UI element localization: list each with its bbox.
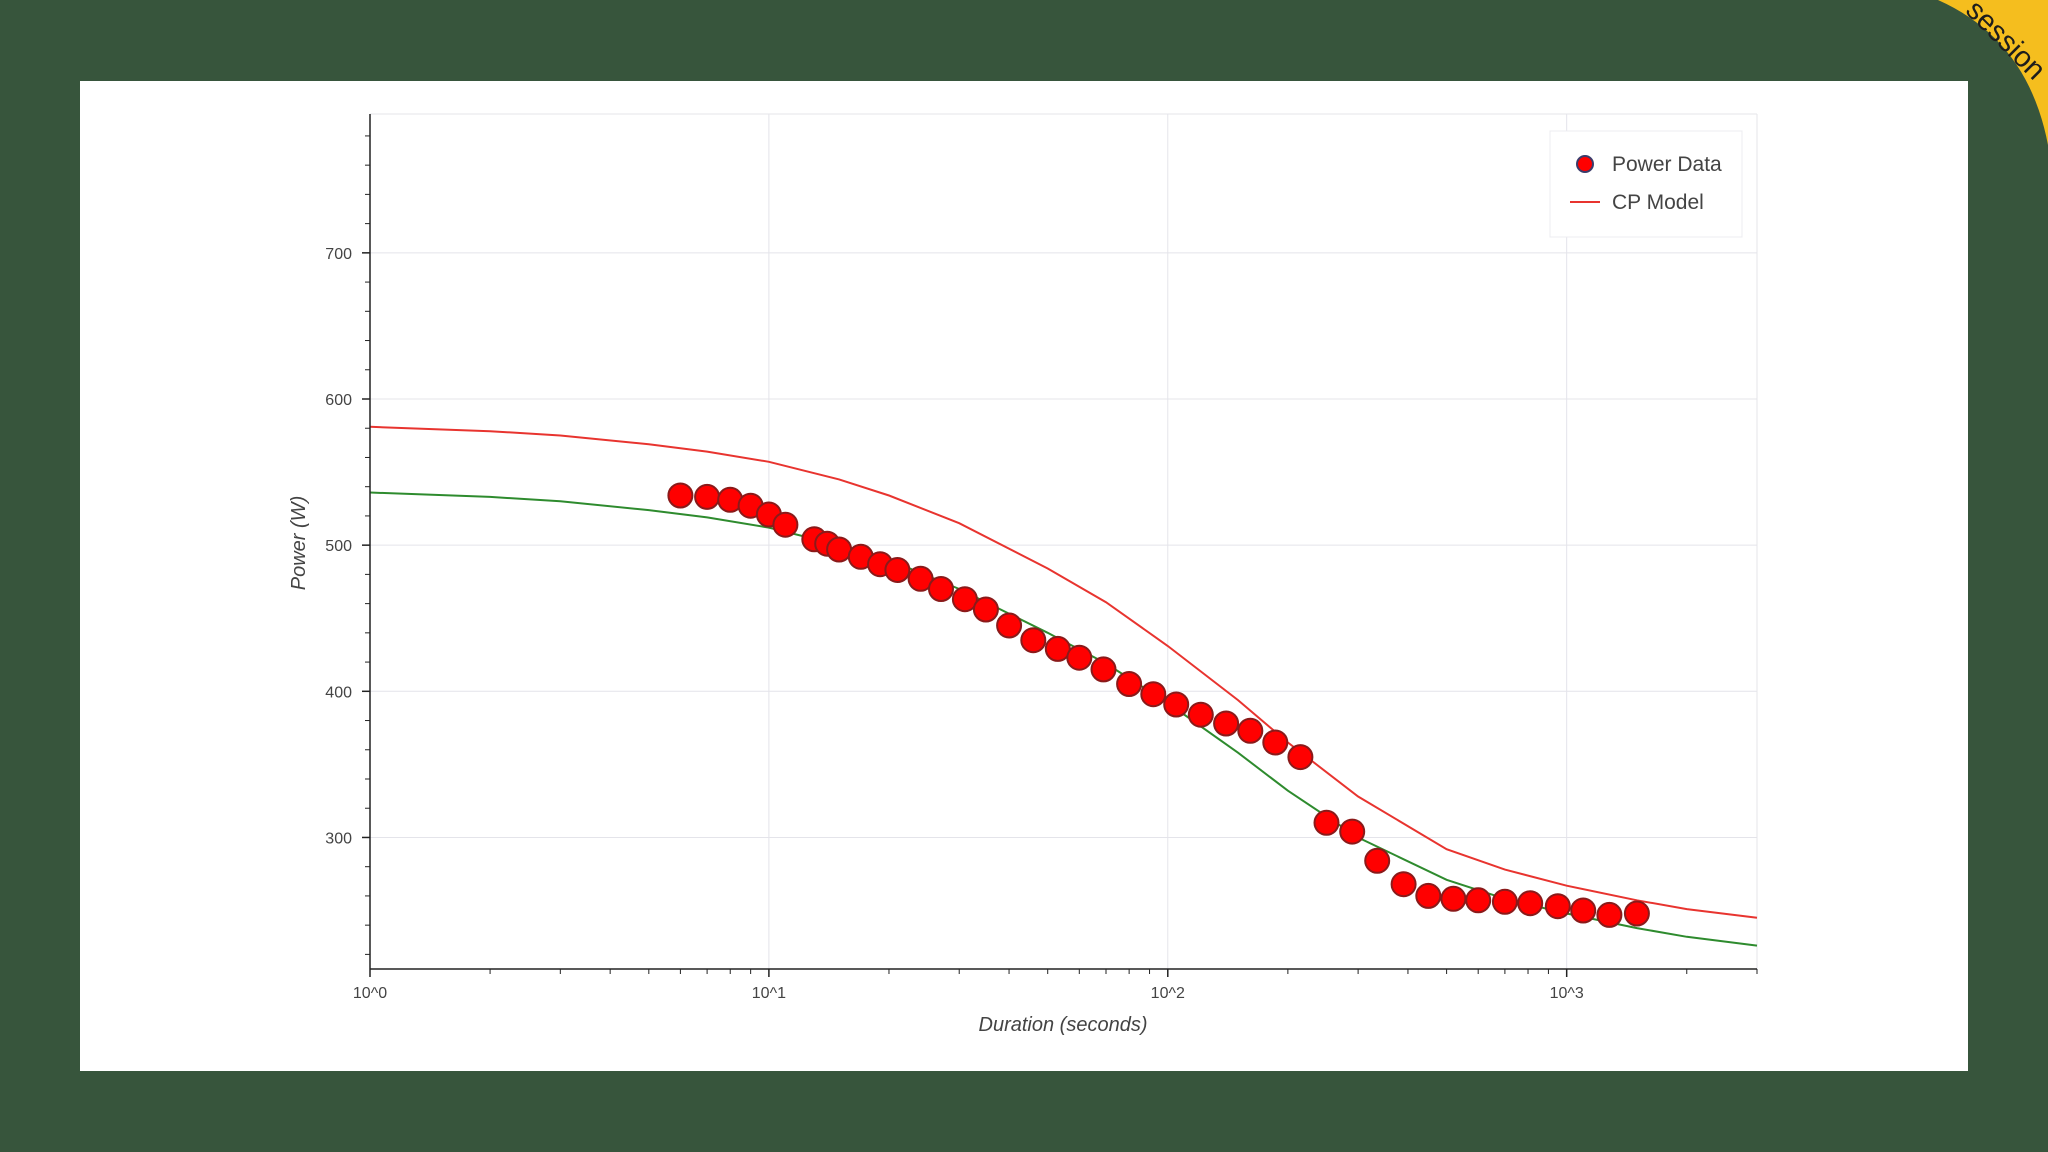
y-tick-label: 300 — [325, 830, 352, 847]
power-data-point — [1116, 671, 1143, 697]
power-data-point — [1415, 882, 1442, 909]
power-data-point — [1237, 717, 1264, 744]
x-tick-label: 10^1 — [752, 985, 786, 1002]
power-data-point — [1140, 681, 1167, 708]
power-data-point — [826, 536, 853, 563]
legend: Power Data CP Model — [1549, 130, 1743, 238]
plot-card: 10^0 10^1 10^2 10^3 300 400 500 600 700 Power Da… — [80, 81, 1968, 1071]
power-data-point — [772, 511, 799, 538]
power-data-point — [1623, 900, 1650, 927]
power-data-point — [1187, 701, 1214, 728]
x-tick-label: 10^2 — [1151, 985, 1185, 1002]
y-tick-label: 600 — [325, 392, 352, 409]
cp-model-line — [369, 425, 1758, 919]
power-data-point — [884, 557, 911, 583]
power-data-point — [1544, 893, 1571, 920]
power-data-point — [951, 586, 978, 613]
power-data-point — [1596, 901, 1623, 928]
power-data-points — [667, 482, 1650, 928]
y-axis-label: Power (W) — [288, 496, 310, 590]
x-axis-label: Duration (seconds) — [979, 1014, 1148, 1036]
power-data-point — [1066, 644, 1093, 671]
power-data-point — [1517, 890, 1544, 917]
power-data-point — [996, 612, 1023, 639]
legend-label: Power Data — [1612, 153, 1722, 176]
power-data-point — [1287, 744, 1314, 771]
chart: 10^0 10^1 10^2 10^3 300 400 500 600 700 Power Da… — [288, 113, 1758, 1036]
power-data-point — [1465, 887, 1492, 914]
fitted-model-line — [369, 491, 1758, 947]
power-data-point — [907, 565, 934, 592]
power-data-point — [1491, 888, 1518, 915]
power-data-point — [1364, 847, 1391, 874]
session-badge — [1938, 0, 2048, 145]
y-tick-label: 400 — [325, 684, 352, 701]
power-data-point — [1339, 818, 1366, 845]
x-tick-label: 10^0 — [353, 985, 387, 1002]
grid-lines — [370, 113, 1758, 969]
power-data-point — [694, 483, 721, 510]
power-data-point — [1262, 729, 1289, 756]
power-data-point — [928, 576, 954, 602]
power-data-point — [972, 596, 999, 623]
legend-label: CP Model — [1612, 191, 1704, 214]
power-data-point — [1440, 885, 1467, 912]
x-tick-label: 10^3 — [1550, 985, 1584, 1002]
legend-marker-icon — [1576, 155, 1594, 173]
power-data-point — [1044, 635, 1071, 662]
legend-box — [1549, 130, 1743, 238]
model-curves — [369, 425, 1758, 947]
power-data-point — [1020, 627, 1047, 654]
power-data-point — [1390, 871, 1417, 898]
y-tick-label: 500 — [325, 538, 352, 555]
power-data-point — [1570, 897, 1597, 924]
power-data-point — [1090, 656, 1117, 683]
y-tick-label: 700 — [325, 246, 352, 263]
power-data-point — [667, 482, 694, 509]
axes: 10^0 10^1 10^2 10^3 300 400 500 600 700 — [325, 114, 1758, 1002]
power-data-point — [1213, 710, 1240, 737]
power-data-point — [1313, 809, 1340, 836]
power-data-point — [1163, 691, 1190, 718]
